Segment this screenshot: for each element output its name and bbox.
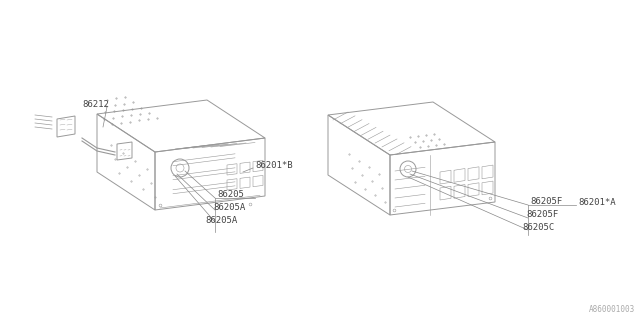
Text: 86205C: 86205C bbox=[522, 223, 554, 232]
Text: 86201*A: 86201*A bbox=[578, 198, 616, 207]
Text: 86205: 86205 bbox=[217, 190, 244, 199]
Text: 86212: 86212 bbox=[82, 100, 109, 109]
Text: A860001003: A860001003 bbox=[589, 305, 635, 314]
Text: 86205A: 86205A bbox=[205, 216, 237, 225]
Text: 86201*B: 86201*B bbox=[255, 161, 292, 170]
Text: 86205F: 86205F bbox=[530, 197, 563, 206]
Text: 86205F: 86205F bbox=[526, 210, 558, 219]
Text: 86205A: 86205A bbox=[213, 203, 245, 212]
